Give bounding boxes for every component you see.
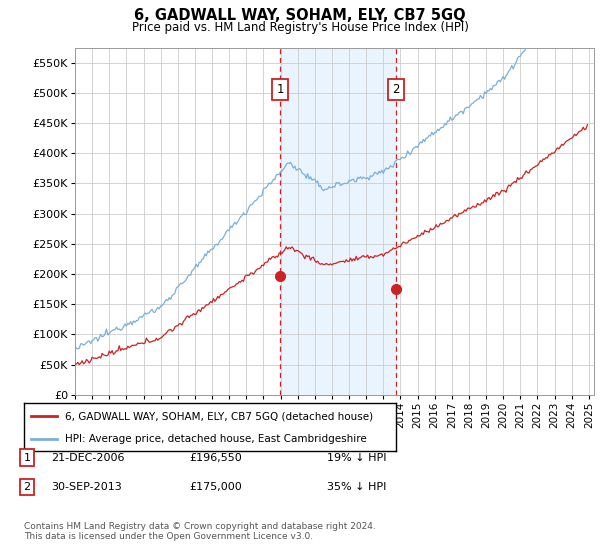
Bar [280, 48, 396, 395]
Text: 35% ↓ HPI: 35% ↓ HPI [327, 482, 386, 492]
Text: 6, GADWALL WAY, SOHAM, ELY, CB7 5GQ (detached house): 6, GADWALL WAY, SOHAM, ELY, CB7 5GQ (det… [65, 411, 373, 421]
Text: Price paid vs. HM Land Registry's House Price Index (HPI): Price paid vs. HM Land Registry's House … [131, 21, 469, 34]
Text: 1: 1 [276, 83, 284, 96]
Text: 19% ↓ HPI: 19% ↓ HPI [327, 452, 386, 463]
Text: 2: 2 [23, 482, 31, 492]
Text: £175,000: £175,000 [189, 482, 242, 492]
Text: £196,550: £196,550 [189, 452, 242, 463]
Text: Contains HM Land Registry data © Crown copyright and database right 2024.
This d: Contains HM Land Registry data © Crown c… [24, 522, 376, 542]
Text: 6, GADWALL WAY, SOHAM, ELY, CB7 5GQ: 6, GADWALL WAY, SOHAM, ELY, CB7 5GQ [134, 8, 466, 24]
Text: HPI: Average price, detached house, East Cambridgeshire: HPI: Average price, detached house, East… [65, 434, 367, 444]
Text: 30-SEP-2013: 30-SEP-2013 [51, 482, 122, 492]
Text: 1: 1 [23, 452, 31, 463]
Text: 2: 2 [392, 83, 400, 96]
Text: 21-DEC-2006: 21-DEC-2006 [51, 452, 125, 463]
